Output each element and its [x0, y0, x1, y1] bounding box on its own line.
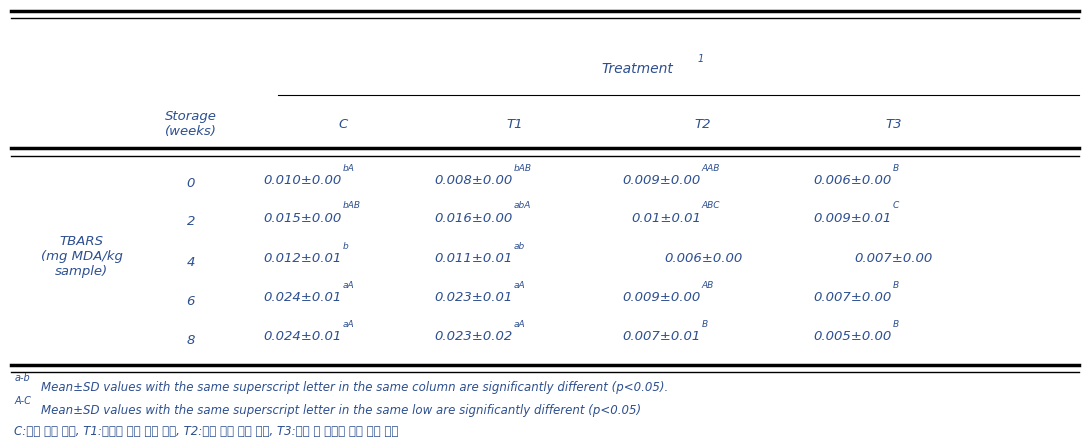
- Text: C: C: [893, 201, 899, 210]
- Text: abA: abA: [513, 201, 531, 210]
- Text: bA: bA: [342, 163, 354, 173]
- Text: 0.007±0.00: 0.007±0.00: [855, 252, 933, 265]
- Text: 0.008±0.00: 0.008±0.00: [434, 174, 512, 187]
- Text: 0.023±0.01: 0.023±0.01: [434, 291, 512, 304]
- Text: 0.011±0.01: 0.011±0.01: [434, 252, 512, 265]
- Text: 0.016±0.00: 0.016±0.00: [434, 211, 512, 225]
- Text: bAB: bAB: [342, 201, 361, 210]
- Text: 0.009±0.00: 0.009±0.00: [622, 174, 701, 187]
- Text: TBARS
(mg MDA/kg
sample): TBARS (mg MDA/kg sample): [40, 235, 123, 279]
- Text: 0.015±0.00: 0.015±0.00: [263, 211, 341, 225]
- Text: C:일반 돈육 패티, T1:미강유 대체 돈육 패티, T2:소목 대체 돈육 패티, T3:소목 및 미강유 대체 돈육 패티: C:일반 돈육 패티, T1:미강유 대체 돈육 패티, T2:소목 대체 돈육…: [14, 425, 399, 438]
- Text: 0.005±0.00: 0.005±0.00: [813, 330, 892, 343]
- Text: 0.024±0.01: 0.024±0.01: [263, 330, 341, 343]
- Text: aA: aA: [513, 320, 525, 329]
- Text: ABC: ABC: [702, 201, 720, 210]
- Text: 0.006±0.00: 0.006±0.00: [664, 252, 742, 265]
- Text: 0.009±0.01: 0.009±0.01: [813, 211, 892, 225]
- Text: 0.01±0.01: 0.01±0.01: [631, 211, 701, 225]
- Text: 8: 8: [186, 334, 195, 347]
- Text: 0.023±0.02: 0.023±0.02: [434, 330, 512, 343]
- Text: b: b: [342, 242, 348, 251]
- Text: T2: T2: [694, 117, 712, 131]
- Text: 0.007±0.01: 0.007±0.01: [622, 330, 701, 343]
- Text: aA: aA: [342, 281, 354, 290]
- Text: ab: ab: [513, 242, 524, 251]
- Text: B: B: [702, 320, 708, 329]
- Text: AB: AB: [702, 281, 714, 290]
- Text: 0.006±0.00: 0.006±0.00: [813, 174, 892, 187]
- Text: A-C: A-C: [14, 396, 31, 407]
- Text: B: B: [893, 163, 899, 173]
- Text: Storage
(weeks): Storage (weeks): [165, 110, 217, 138]
- Text: a-b: a-b: [14, 373, 29, 383]
- Text: 0: 0: [186, 177, 195, 190]
- Text: T1: T1: [506, 117, 523, 131]
- Text: aA: aA: [342, 320, 354, 329]
- Text: 0.024±0.01: 0.024±0.01: [263, 291, 341, 304]
- Text: 6: 6: [186, 295, 195, 308]
- Text: 2: 2: [186, 215, 195, 228]
- Text: aA: aA: [513, 281, 525, 290]
- Text: B: B: [893, 281, 899, 290]
- Text: 4: 4: [186, 256, 195, 269]
- Text: Mean±SD values with the same superscript letter in the same low are significantl: Mean±SD values with the same superscript…: [41, 404, 642, 417]
- Text: bAB: bAB: [513, 163, 532, 173]
- Text: 0.010±0.00: 0.010±0.00: [263, 174, 341, 187]
- Text: AAB: AAB: [702, 163, 720, 173]
- Text: 0.009±0.00: 0.009±0.00: [622, 291, 701, 304]
- Text: C: C: [339, 117, 348, 131]
- Text: 0.007±0.00: 0.007±0.00: [813, 291, 892, 304]
- Text: Mean±SD values with the same superscript letter in the same column are significa: Mean±SD values with the same superscript…: [41, 381, 668, 394]
- Text: B: B: [893, 320, 899, 329]
- Text: Treatment: Treatment: [602, 62, 674, 76]
- Text: 1: 1: [698, 54, 704, 64]
- Text: 0.012±0.01: 0.012±0.01: [263, 252, 341, 265]
- Text: T3: T3: [885, 117, 903, 131]
